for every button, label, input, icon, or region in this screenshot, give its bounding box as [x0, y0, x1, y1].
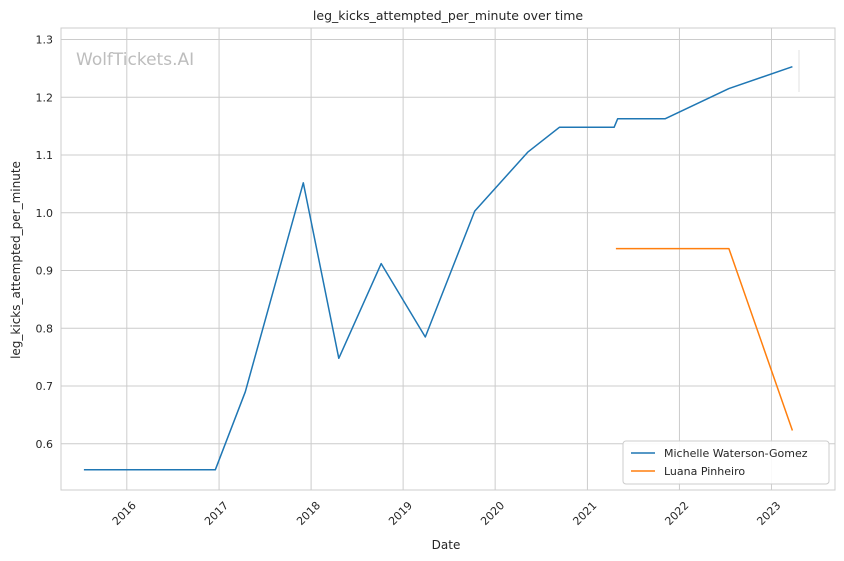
legend: Michelle Waterson-Gomez Luana Pinheiro: [622, 440, 830, 485]
chart-title: leg_kicks_attempted_per_minute over time: [313, 8, 583, 23]
series-line-michelle: [83, 65, 793, 471]
legend-label-luana: Luana Pinheiro: [664, 465, 745, 478]
watermark: WolfTickets.AI: [76, 50, 194, 70]
series-line-luana: [615, 247, 794, 431]
y-tick-label: 1.3: [36, 34, 54, 47]
y-tick-label: 1.2: [36, 91, 54, 104]
y-tick-label: 0.8: [36, 322, 54, 335]
y-tick-label: 1.0: [36, 207, 54, 220]
y-axis-ticks: 0.6 0.7 0.8 0.9 1.0 1.1 1.2 1.3: [36, 34, 54, 451]
y-tick-label: 1.1: [36, 149, 54, 162]
x-axis-label: Date: [432, 538, 461, 552]
series-lines: [83, 65, 794, 471]
y-tick-label: 0.6: [36, 438, 54, 451]
plot-area: [60, 27, 836, 491]
grid-lines: [61, 28, 835, 490]
legend-box: [622, 440, 830, 485]
y-tick-label: 0.9: [36, 265, 54, 278]
legend-label-michelle: Michelle Waterson-Gomez: [664, 447, 808, 460]
y-axis-label: leg_kicks_attempted_per_minute: [9, 161, 23, 359]
y-tick-label: 0.7: [36, 380, 54, 393]
